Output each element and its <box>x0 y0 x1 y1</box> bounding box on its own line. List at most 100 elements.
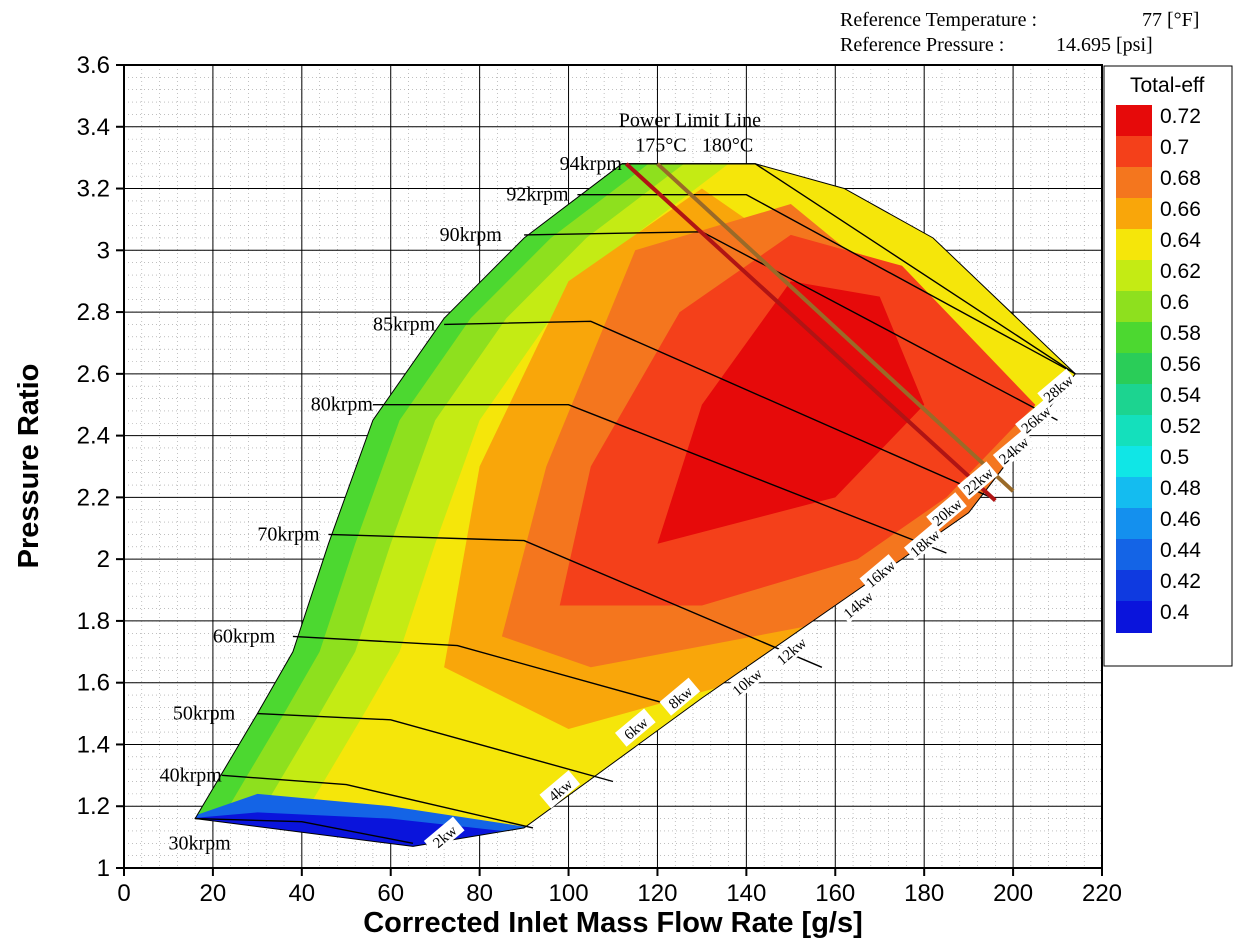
speed-line-94krpm <box>621 163 1076 375</box>
y-tick-label: 1.4 <box>77 731 110 758</box>
y-tick-label: 2.6 <box>77 361 110 388</box>
reference-pressure-label: Reference Pressure : <box>840 34 1004 56</box>
speed-label: 85krpm <box>373 313 436 335</box>
power-label-box <box>992 430 1034 469</box>
speed-lines <box>194 163 1076 847</box>
power-label-box <box>539 770 581 809</box>
speed-line-92krpm <box>577 193 1076 375</box>
y-tick-label: 1.2 <box>77 793 110 820</box>
legend-label: 0.48 <box>1160 477 1201 500</box>
x-tick-label: 0 <box>117 880 130 907</box>
power-label-box <box>770 631 812 670</box>
power-label-box <box>1015 399 1056 438</box>
legend-label: 0.44 <box>1160 539 1201 562</box>
power-limit-label: 175°C <box>635 134 686 156</box>
speed-label: 40krpm <box>160 764 223 786</box>
y-tick-label: 3 <box>97 237 110 264</box>
legend-swatch-0.48 <box>1116 477 1152 509</box>
power-label-box <box>926 492 967 531</box>
x-tick-label: 220 <box>1082 880 1122 907</box>
speed-line-70krpm <box>328 533 823 668</box>
power-label-box <box>1037 368 1078 407</box>
legend-swatch-0.6 <box>1116 291 1152 323</box>
x-tick-label: 60 <box>377 880 404 907</box>
legend-swatch-0.62 <box>1116 260 1152 292</box>
y-tick-label: 3.6 <box>77 52 110 79</box>
legend-label: 0.58 <box>1160 322 1201 345</box>
x-tick-label: 20 <box>200 880 227 907</box>
speed-line-30krpm <box>195 817 414 844</box>
y-tick-label: 3.4 <box>77 114 110 141</box>
power-label-box <box>957 461 998 500</box>
speed-line-40krpm <box>221 774 534 829</box>
legend-label: 0.56 <box>1160 353 1201 376</box>
power-label-box <box>423 816 465 855</box>
speed-label: 30krpm <box>168 832 231 854</box>
x-tick-label: 80 <box>466 880 493 907</box>
x-tick-label: 160 <box>815 880 855 907</box>
power-label-box <box>614 708 656 747</box>
legend-swatch-0.54 <box>1116 384 1152 416</box>
plot-frame <box>123 64 1103 869</box>
efficiency-legend: Total-eff 0.72 0.7 0.68 0.66 0.64 0.62 0.6 0.58… <box>1103 65 1233 667</box>
power-limit-label: 180°C <box>702 134 753 156</box>
x-tick-label: 200 <box>993 880 1033 907</box>
legend-label: 0.7 <box>1160 136 1189 159</box>
legend-label: 0.66 <box>1160 198 1201 221</box>
legend-swatch-0.52 <box>1116 415 1152 447</box>
y-tick-label: 2.8 <box>77 299 110 326</box>
y-tick-label: 2 <box>97 546 110 573</box>
map-boundary <box>194 163 1076 847</box>
y-tick-label: 1.8 <box>77 608 110 635</box>
speed-line-85krpm <box>444 320 992 499</box>
legend-swatch-0.4 <box>1116 601 1152 633</box>
x-tick-label: 180 <box>904 880 944 907</box>
legend-label: 0.62 <box>1160 260 1201 283</box>
speed-line-50krpm <box>257 712 614 783</box>
power-label-box <box>837 584 878 624</box>
legend-label: 0.52 <box>1160 415 1201 438</box>
power-label-box <box>859 554 901 593</box>
y-tick-label: 3.2 <box>77 176 110 203</box>
legend-label: 0.6 <box>1160 291 1189 314</box>
speed-label: 70krpm <box>257 523 320 545</box>
legend-title: Total-eff <box>1130 74 1204 97</box>
speed-label: 90krpm <box>440 224 503 246</box>
legend-swatch-0.56 <box>1116 353 1152 385</box>
legend-swatch-0.72 <box>1116 105 1152 137</box>
legend-swatch-0.64 <box>1116 229 1152 261</box>
speed-labels: 30krpm 40krpm 50krpm 60krpm 70krpm 80krpm 85kr… <box>160 153 623 854</box>
y-tick-label: 1 <box>97 855 110 882</box>
legend-swatch-0.5 <box>1116 446 1152 478</box>
power-label-box <box>659 677 701 716</box>
legend-label: 0.64 <box>1160 229 1201 252</box>
power-limit-title: Power Limit Line <box>619 110 761 132</box>
reference-temperature-value: 77 [°F] <box>1142 9 1199 31</box>
power-label-box <box>903 523 945 562</box>
power-limit-line-175°C <box>624 162 997 502</box>
power-label-box <box>726 662 767 701</box>
x-tick-label: 140 <box>726 880 766 907</box>
legend-swatch-0.46 <box>1116 508 1152 540</box>
y-tick-label: 2.2 <box>77 484 110 511</box>
speed-label: 80krpm <box>311 394 374 416</box>
reference-temperature-label: Reference Temperature : <box>840 9 1037 31</box>
legend-label: 0.46 <box>1160 508 1201 531</box>
legend-swatch-0.68 <box>1116 167 1152 199</box>
legend-swatch-0.66 <box>1116 198 1152 230</box>
legend-label: 0.5 <box>1160 446 1189 469</box>
legend-label: 0.72 <box>1160 105 1201 128</box>
x-tick-label: 40 <box>288 880 315 907</box>
y-tick-label: 1.6 <box>77 670 110 697</box>
speed-label: 92krpm <box>506 184 569 206</box>
x-axis-title: Corrected Inlet Mass Flow Rate [g/s] <box>363 907 863 939</box>
legend-swatch-0.7 <box>1116 136 1152 168</box>
speed-line-80krpm <box>372 404 947 554</box>
legend-label: 0.42 <box>1160 570 1201 593</box>
speed-line-60krpm <box>292 635 680 709</box>
legend-swatch-0.42 <box>1116 570 1152 602</box>
y-axis-title: Pressure Ratio <box>13 364 45 569</box>
legend-label: 0.54 <box>1160 384 1201 407</box>
y-axis: 1 1.2 1.4 1.6 1.8 2 2.2 2.4 2.6 2.8 3 3.2 3.4 3.6 <box>77 52 124 882</box>
